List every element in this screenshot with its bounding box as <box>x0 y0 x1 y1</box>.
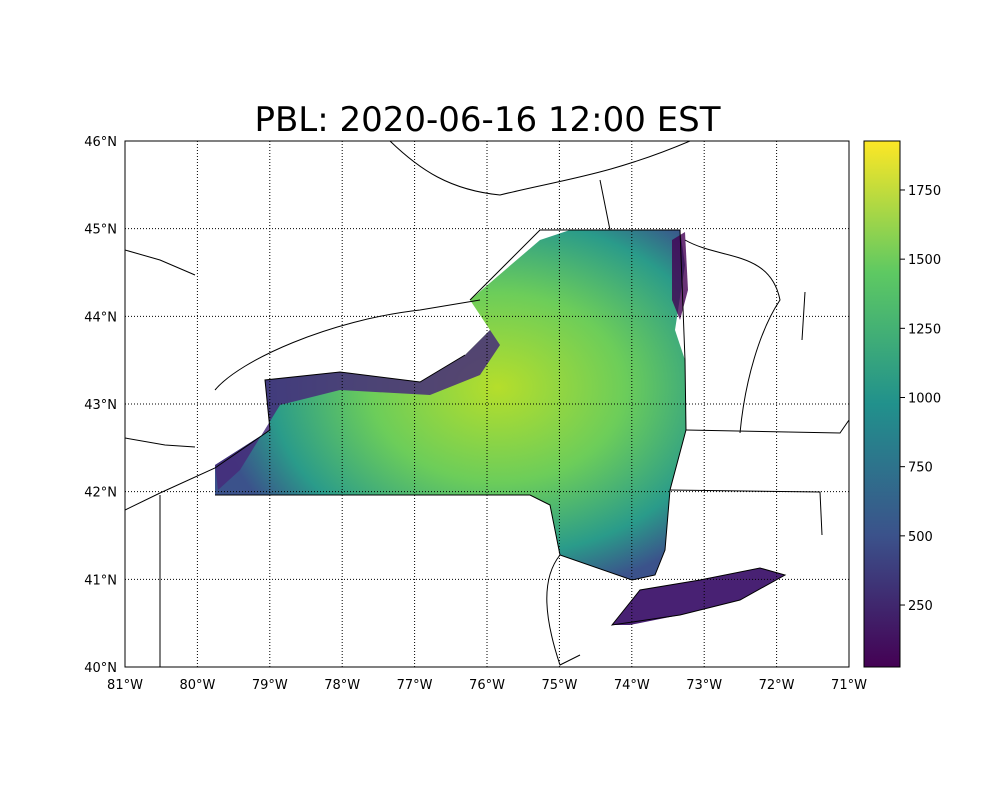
lon-tick-label: 79°W <box>252 678 288 693</box>
lat-tick-label: 45°N <box>84 223 117 238</box>
colorbar <box>863 140 901 668</box>
lat-tick-label: 42°N <box>84 486 117 501</box>
lake-shore-low-pbl <box>215 330 500 490</box>
colorbar-tick-label: 750 <box>908 461 933 476</box>
colorbar-ticks: 250 500 750 1000 1250 1500 1750 <box>900 184 941 614</box>
colorbar-tick-label: 1500 <box>908 253 941 268</box>
lon-tick-label: 74°W <box>614 678 650 693</box>
colorbar-tick-label: 1250 <box>908 322 941 337</box>
lat-tick-label: 43°N <box>84 398 117 413</box>
lat-tick-label: 46°N <box>84 135 117 150</box>
colorbar-tick-label: 250 <box>908 599 933 614</box>
lon-tick-label: 77°W <box>397 678 433 693</box>
map-frame <box>124 140 850 668</box>
lon-tick-label: 73°W <box>686 678 722 693</box>
lat-tick-label: 40°N <box>84 661 117 676</box>
lat-tick-label: 41°N <box>84 573 117 588</box>
lat-tick-labels: 40°N 41°N 42°N 43°N 44°N 45°N 46°N <box>84 135 117 676</box>
long-island-field <box>612 568 785 625</box>
lon-tick-label: 75°W <box>541 678 577 693</box>
colorbar-tick-label: 1000 <box>908 391 941 406</box>
lat-tick-label: 44°N <box>84 310 117 325</box>
colorbar-tick-label: 500 <box>908 530 933 545</box>
lon-tick-label: 76°W <box>469 678 505 693</box>
coastlines-borders <box>125 141 849 667</box>
ny-pbl-field <box>215 230 686 580</box>
lon-tick-label: 72°W <box>759 678 795 693</box>
lon-tick-label: 78°W <box>324 678 360 693</box>
lon-tick-label: 81°W <box>107 678 143 693</box>
lon-tick-label: 80°W <box>179 678 215 693</box>
map-data-layer <box>125 141 849 667</box>
colorbar-tick-label: 1750 <box>908 184 941 199</box>
lon-tick-labels: 81°W 80°W 79°W 78°W 77°W 76°W 75°W 74°W 73°W 72°W… <box>107 678 867 693</box>
map-title: PBL: 2020-06-16 12:00 EST <box>254 100 721 140</box>
champlain-low-pbl <box>672 232 688 320</box>
lon-tick-label: 71°W <box>831 678 867 693</box>
